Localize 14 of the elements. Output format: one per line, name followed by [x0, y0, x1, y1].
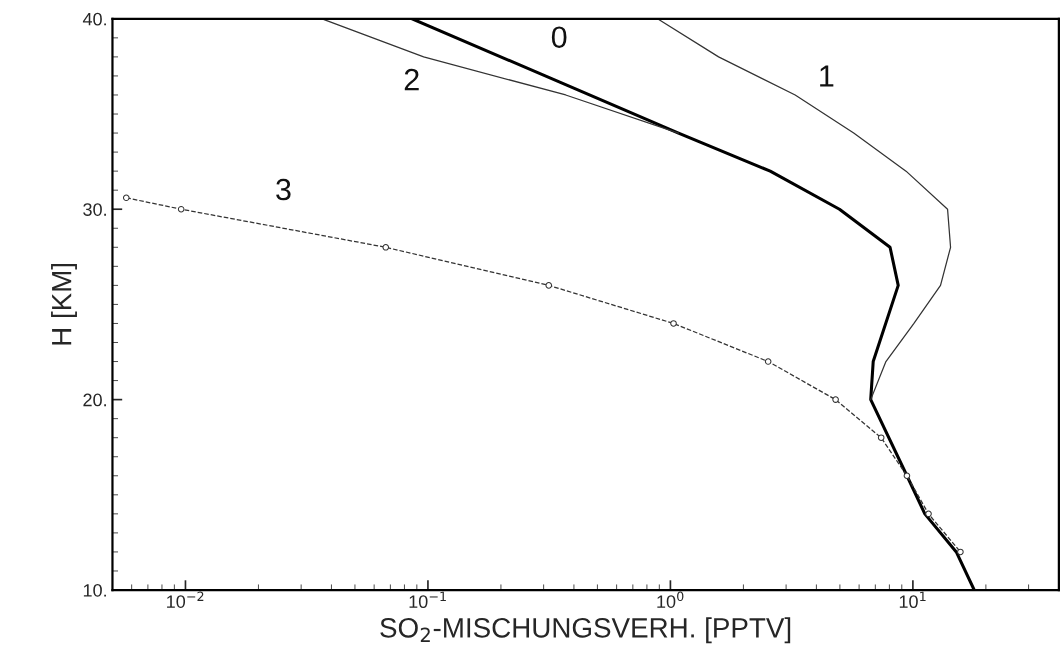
series-label: 3 — [276, 178, 291, 201]
series-label: 1 — [820, 65, 834, 87]
x-axis-title: SO$_{2}$-MISCHUNGSVERH. [PPTV] — [380, 617, 791, 644]
y-tick-label: 10. — [83, 583, 106, 597]
y-tick-label: 30. — [83, 203, 106, 216]
y-axis-title: H [KM] — [51, 263, 77, 345]
x-tick-label: 10$^{0}$ — [657, 591, 684, 608]
x-tick-label: 10$^{−2}$ — [167, 591, 204, 608]
x-tick-label: 10$^{−1}$ — [409, 591, 446, 609]
x-tick-label: 10$^{1}$ — [899, 591, 926, 609]
y-tick-label: 20. — [83, 393, 106, 407]
y-tick-label: 40. — [82, 12, 106, 26]
series-label: 0 — [551, 26, 567, 49]
series-label: 2 — [404, 68, 419, 91]
